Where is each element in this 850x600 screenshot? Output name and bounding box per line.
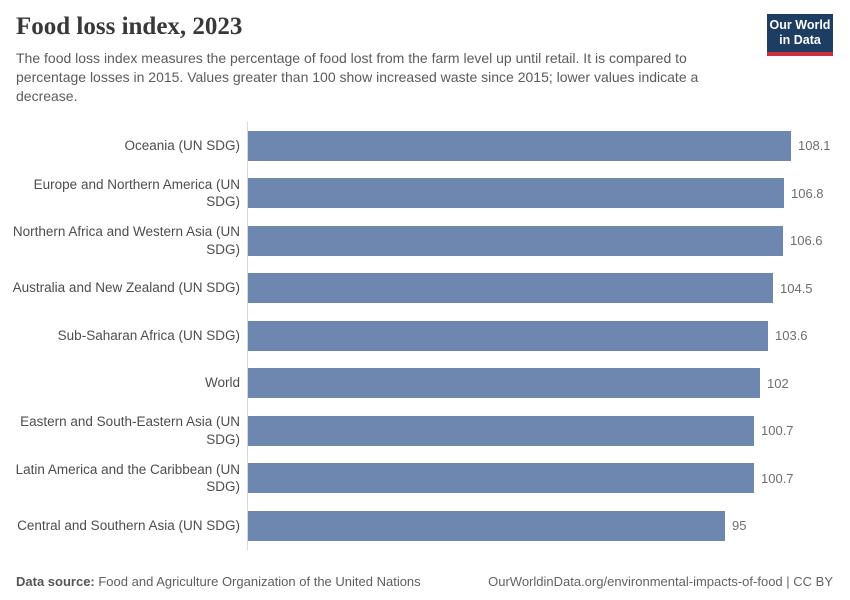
bar-row: Oceania (UN SDG) 108.1 [0,122,850,170]
bar-value-label: 100.7 [761,470,794,486]
bar-row: Northern Africa and Western Asia (UN SDG… [0,217,850,265]
page-title: Food loss index, 2023 [16,13,243,40]
bar[interactable] [248,415,754,446]
data-source-text: Food and Agriculture Organization of the… [94,574,421,589]
bar-row: World 102 [0,359,850,407]
bar-row: Central and Southern Asia (UN SDG) 95 [0,502,850,550]
bar-track: 100.7 [247,454,850,502]
chart-footer: Data source: Food and Agriculture Organi… [16,574,833,589]
bar-row: Eastern and South-Eastern Asia (UN SDG) 1… [0,407,850,455]
bar-value-label: 108.1 [798,138,831,154]
owid-logo-red-strip [767,51,833,56]
bar-category-label: Latin America and the Caribbean (UN SDG) [15,461,240,495]
bar-row: Sub-Saharan Africa (UN SDG) 103.6 [0,312,850,360]
bar[interactable] [248,130,791,161]
bar-row: Australia and New Zealand (UN SDG) 104.5 [0,264,850,312]
bar-track: 104.5 [247,264,850,312]
owid-logo-text: Our World in Data [767,14,833,52]
bar-value-label: 106.6 [790,233,823,249]
bar-chart: Oceania (UN SDG) 108.1 Europe and Northern… [0,122,850,550]
bar-track: 102 [247,359,850,407]
bar-category-label: Australia and New Zealand (UN SDG) [12,280,240,296]
bar-category-label: Northern Africa and Western Asia (UN SDG… [12,224,240,257]
bar-track: 95 [247,502,850,550]
bar[interactable] [248,368,760,399]
bar-track: 106.8 [247,169,850,217]
bar[interactable] [248,510,725,541]
attribution-link[interactable]: OurWorldinData.org/environmental-impacts… [488,574,833,589]
bar[interactable] [248,178,784,209]
bar[interactable] [248,273,773,304]
bar-row: Europe and Northern America (UN SDG) 106.… [0,169,850,217]
bar[interactable] [248,463,754,494]
bar-value-label: 100.7 [761,423,794,439]
chart-subtitle: The food loss index measures the percent… [16,49,699,105]
bar-category-label: Sub-Saharan Africa (UN SDG) [57,327,240,343]
bar-value-label: 95 [732,518,747,534]
bar-rows: Oceania (UN SDG) 108.1 Europe and Northern… [0,122,850,550]
bar-category-label: Eastern and South-Eastern Asia (UN SDG) [20,414,240,447]
bar-category-label: Oceania (UN SDG) [124,137,240,153]
data-source-label: Data source: [16,574,95,589]
bar-track: 100.7 [247,407,850,455]
owid-logo-line2: in Data [779,33,821,48]
bar-track: 103.6 [247,312,850,360]
bar-value-label: 103.6 [775,328,808,344]
bar-value-label: 102 [767,375,789,391]
bar-value-label: 104.5 [780,280,813,296]
owid-logo[interactable]: Our World in Data [767,14,833,56]
bar-track: 106.6 [247,217,850,265]
bar[interactable] [248,225,783,256]
owid-logo-line1: Our World [769,18,831,32]
bar-category-label: World [204,375,240,391]
bar-track: 108.1 [247,122,850,170]
bar[interactable] [248,320,768,351]
chart-header: Food loss index, 2023 The food loss inde… [0,0,850,107]
bar-row: Latin America and the Caribbean (UN SDG)… [0,454,850,502]
data-source: Data source: Food and Agriculture Organi… [16,574,421,589]
bar-category-label: Central and Southern Asia (UN SDG) [17,517,240,533]
bar-category-label: Europe and Northern America (UN SDG) [33,176,240,210]
bar-value-label: 106.8 [791,185,824,201]
